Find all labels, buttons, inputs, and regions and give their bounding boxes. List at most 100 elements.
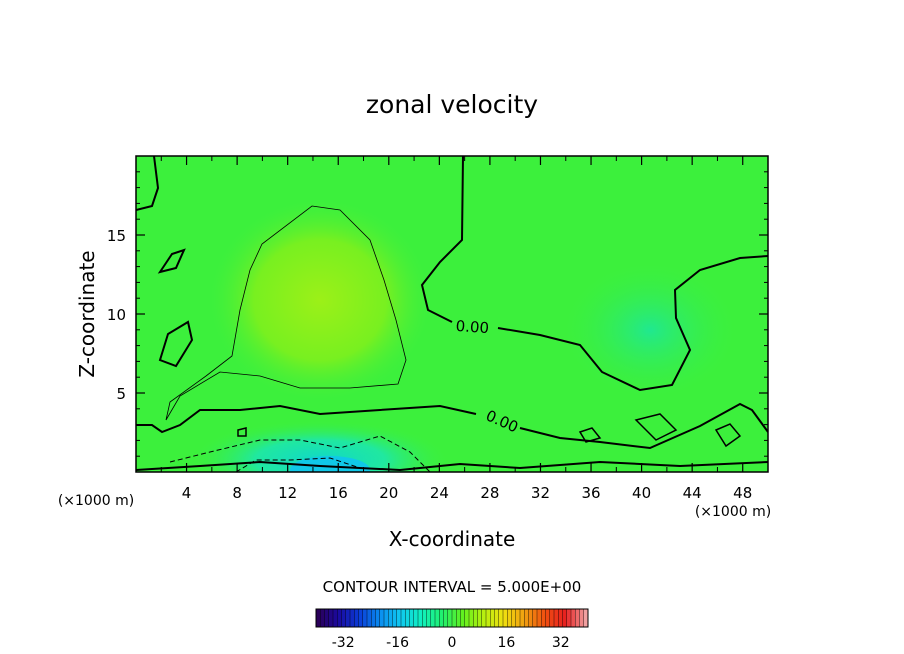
colorbar-cell <box>341 609 347 627</box>
x-tick-label: 36 <box>581 484 600 502</box>
colorbar-cell <box>571 609 576 627</box>
colorbar-cell <box>333 609 338 627</box>
colorbar-cell <box>481 609 487 627</box>
colorbar-cell <box>562 609 568 627</box>
low-velocity-core <box>290 456 370 472</box>
colorbar-cell <box>426 609 432 627</box>
low-velocity-region-bottom <box>190 420 450 472</box>
contour-interval-text: CONTOUR INTERVAL = 5.000E+00 <box>323 578 582 596</box>
colorbar-tick-label: -16 <box>386 635 409 651</box>
x-tick-label: 48 <box>733 484 752 502</box>
colorbar-cell <box>460 609 466 627</box>
colorbar-cell <box>371 609 376 627</box>
colorbar-cell <box>511 609 517 627</box>
colorbar-cell <box>320 609 325 627</box>
colorbar-cell <box>498 609 504 627</box>
y-axis-ticks: 5 10 15 <box>107 171 768 457</box>
colorbar-cell <box>447 609 453 627</box>
colorbar-cell <box>520 609 525 627</box>
colorbar-cell <box>430 609 436 627</box>
y-tick-label: 5 <box>116 385 126 403</box>
x-axis-ticks: 4 8 12 16 20 24 28 32 36 40 44 48 <box>160 156 752 502</box>
colorbar-cell <box>375 609 381 627</box>
colorbar-cell <box>477 609 483 627</box>
colorbar-cell <box>456 609 461 627</box>
colorbar-cell <box>422 609 427 627</box>
y-axis-title: Z-coordinate <box>75 250 99 377</box>
colorbar-cell <box>486 609 491 627</box>
colorbar-cell <box>316 609 321 627</box>
bottom-edge-contour <box>136 460 768 472</box>
y-tick-label: 15 <box>107 227 126 245</box>
colorbar-cell <box>541 609 546 627</box>
colorbar-cell <box>490 609 495 627</box>
colorbar-cell <box>362 609 368 627</box>
colorbar-cell <box>583 609 589 627</box>
colorbar-cell <box>345 609 351 627</box>
y-tick-label: 10 <box>107 306 126 324</box>
x-tick-label: 28 <box>480 484 499 502</box>
colorbar-cell <box>409 609 415 627</box>
colorbar-cell <box>384 609 389 627</box>
colorbar-cell <box>579 609 585 627</box>
colorbar-tick-label: -32 <box>332 635 355 651</box>
chart-title: zonal velocity <box>366 90 538 119</box>
colorbar-cell <box>566 609 572 627</box>
colorbar-cell <box>494 609 500 627</box>
colorbar-cell <box>337 609 342 627</box>
colorbar-cell <box>358 609 364 627</box>
colorbar-cell <box>549 609 555 627</box>
colorbar-cell <box>524 609 529 627</box>
x-tick-label: 44 <box>683 484 702 502</box>
colorbar-cell <box>396 609 402 627</box>
colorbar-cell <box>388 609 393 627</box>
colorbar-cell <box>537 609 542 627</box>
colorbar-tick-label: 16 <box>497 635 515 651</box>
colorbar-cell <box>554 609 559 627</box>
high-velocity-region <box>210 200 430 400</box>
colorbar-cell <box>392 609 398 627</box>
x-tick-label: 40 <box>632 484 651 502</box>
colorbar-cell <box>545 609 551 627</box>
positive-contour-high <box>165 205 407 421</box>
zero-contour-lower <box>136 402 768 450</box>
colorbar-cell <box>528 609 534 627</box>
low-velocity-region-right <box>560 260 740 400</box>
colorbar-cell <box>405 609 410 627</box>
x-tick-label: 12 <box>278 484 297 502</box>
colorbar-cell <box>367 609 372 627</box>
x-tick-label: 16 <box>329 484 348 502</box>
x-unit-label-right: (×1000 m) <box>695 504 771 520</box>
colorbar-cell <box>503 609 508 627</box>
colorbar-tick-label: 0 <box>448 635 457 651</box>
colorbar-frame <box>315 608 589 628</box>
zero-contour-upper <box>420 156 768 392</box>
colorbar-cell <box>401 609 406 627</box>
colorbar-cell <box>515 609 521 627</box>
colorbar <box>315 608 589 628</box>
colorbar-cell <box>469 609 474 627</box>
x-tick-label: 4 <box>182 484 192 502</box>
colorbar-tick-label: 32 <box>552 635 570 651</box>
colorbar-cell <box>350 609 355 627</box>
colorbar-cell <box>443 609 449 627</box>
negative-contour-dashed <box>169 435 431 472</box>
colorbar-cell <box>379 609 385 627</box>
x-tick-label: 20 <box>379 484 398 502</box>
x-tick-label: 24 <box>430 484 449 502</box>
colorbar-cell <box>413 609 419 627</box>
x-unit-label-left: (×1000 m) <box>58 493 134 509</box>
colorbar-cell <box>354 609 359 627</box>
colorbar-cell <box>464 609 470 627</box>
colorbar-cell <box>532 609 538 627</box>
zero-contour-left <box>136 156 194 368</box>
x-tick-label: 8 <box>232 484 242 502</box>
x-tick-label: 32 <box>531 484 550 502</box>
colorbar-cell <box>575 609 580 627</box>
colorbar-ticks: -32 -16 0 16 32 <box>332 635 570 651</box>
small-contour-loops <box>237 413 742 448</box>
colorbar-cell <box>473 609 478 627</box>
colorbar-cell <box>328 609 334 627</box>
colorbar-cell <box>418 609 423 627</box>
